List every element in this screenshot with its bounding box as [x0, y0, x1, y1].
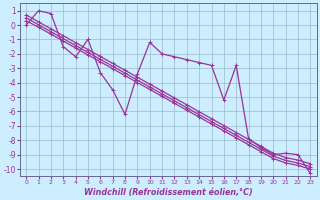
X-axis label: Windchill (Refroidissement éolien,°C): Windchill (Refroidissement éolien,°C) [84, 188, 252, 197]
